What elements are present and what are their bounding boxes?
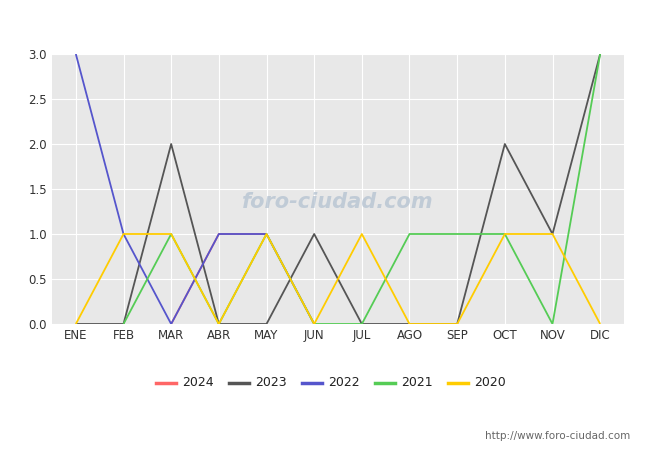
- 2020: [596, 321, 604, 327]
- 2022: [167, 321, 175, 327]
- 2020: [167, 231, 175, 237]
- Text: http://www.foro-ciudad.com: http://www.foro-ciudad.com: [486, 431, 630, 441]
- 2023: [358, 321, 366, 327]
- 2022: [310, 321, 318, 327]
- 2021: [215, 321, 223, 327]
- Text: 2022: 2022: [328, 376, 360, 389]
- 2021: [358, 321, 366, 327]
- 2021: [596, 51, 604, 57]
- 2020: [72, 321, 80, 327]
- 2022: [120, 231, 127, 237]
- 2024: [215, 231, 223, 237]
- 2022: [72, 51, 80, 57]
- 2021: [310, 321, 318, 327]
- 2023: [406, 321, 413, 327]
- Line: 2020: 2020: [76, 234, 600, 324]
- 2023: [310, 231, 318, 237]
- Text: foro-ciudad.com: foro-ciudad.com: [242, 193, 434, 212]
- Line: 2023: 2023: [76, 54, 600, 324]
- 2020: [549, 231, 556, 237]
- 2023: [167, 141, 175, 147]
- 2023: [596, 51, 604, 57]
- Text: 2023: 2023: [255, 376, 287, 389]
- 2023: [501, 141, 509, 147]
- 2021: [501, 231, 509, 237]
- 2022: [263, 231, 270, 237]
- 2021: [453, 231, 461, 237]
- 2020: [120, 231, 127, 237]
- 2020: [501, 231, 509, 237]
- 2023: [72, 321, 80, 327]
- 2021: [120, 321, 127, 327]
- 2020: [406, 321, 413, 327]
- 2020: [453, 321, 461, 327]
- 2021: [549, 321, 556, 327]
- 2023: [215, 321, 223, 327]
- 2020: [263, 231, 270, 237]
- Text: 2024: 2024: [182, 376, 214, 389]
- Line: 2021: 2021: [124, 54, 600, 324]
- Text: 2021: 2021: [402, 376, 433, 389]
- Text: Matriculaciones de Vehículos en Remondo: Matriculaciones de Vehículos en Remondo: [150, 14, 500, 32]
- 2021: [167, 231, 175, 237]
- Line: 2022: 2022: [76, 54, 314, 324]
- Text: 2020: 2020: [474, 376, 506, 389]
- 2021: [263, 231, 270, 237]
- 2023: [263, 321, 270, 327]
- 2024: [167, 321, 175, 327]
- 2023: [549, 231, 556, 237]
- Line: 2024: 2024: [171, 234, 266, 324]
- 2021: [406, 231, 413, 237]
- 2020: [358, 231, 366, 237]
- 2024: [263, 231, 270, 237]
- 2022: [215, 231, 223, 237]
- 2023: [120, 321, 127, 327]
- 2020: [310, 321, 318, 327]
- 2023: [453, 321, 461, 327]
- 2020: [215, 321, 223, 327]
